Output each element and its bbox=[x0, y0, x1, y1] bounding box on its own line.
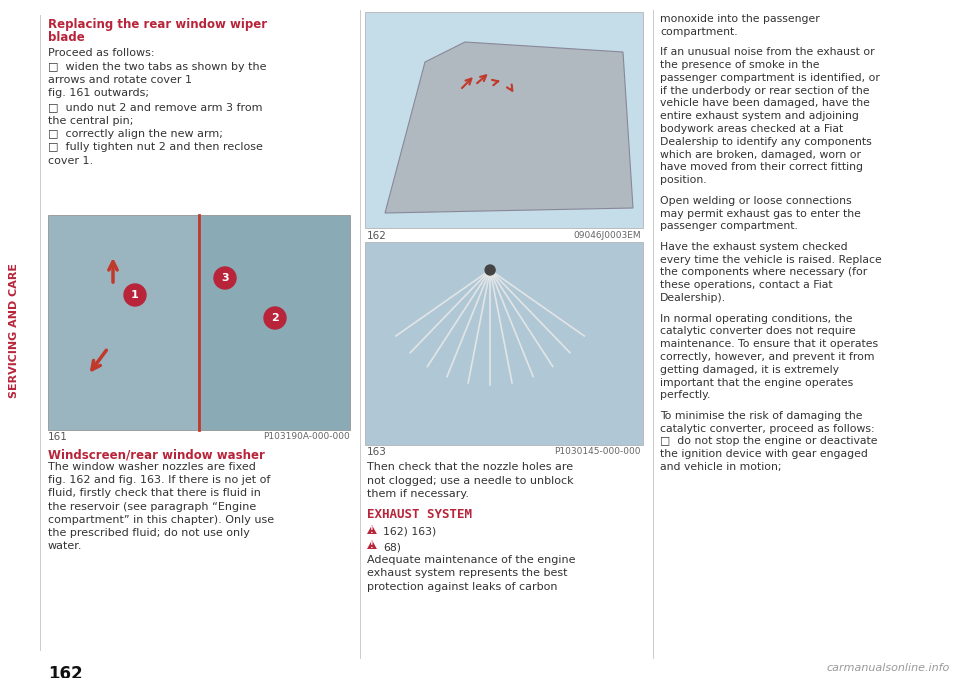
Text: 2: 2 bbox=[271, 313, 278, 323]
Text: Then check that the nozzle holes are: Then check that the nozzle holes are bbox=[367, 462, 573, 472]
Text: P103190A-000-000: P103190A-000-000 bbox=[263, 432, 350, 441]
Text: P1030145-000-000: P1030145-000-000 bbox=[555, 447, 641, 456]
Text: 161: 161 bbox=[48, 432, 68, 442]
Circle shape bbox=[124, 284, 146, 306]
Text: EXHAUST SYSTEM: EXHAUST SYSTEM bbox=[367, 508, 472, 521]
Circle shape bbox=[485, 265, 495, 275]
Text: fig. 162 and fig. 163. If there is no jet of: fig. 162 and fig. 163. If there is no je… bbox=[48, 475, 271, 485]
Text: □  undo nut 2 and remove arm 3 from: □ undo nut 2 and remove arm 3 from bbox=[48, 102, 262, 112]
Text: □  fully tighten nut 2 and then reclose: □ fully tighten nut 2 and then reclose bbox=[48, 142, 263, 153]
Text: catalytic converter does not require: catalytic converter does not require bbox=[660, 326, 855, 336]
Text: not clogged; use a needle to unblock: not clogged; use a needle to unblock bbox=[367, 475, 574, 485]
Text: !: ! bbox=[371, 541, 373, 550]
Text: SERVICING AND CARE: SERVICING AND CARE bbox=[9, 262, 19, 397]
Text: compartment” in this chapter). Only use: compartment” in this chapter). Only use bbox=[48, 515, 275, 525]
Text: blade: blade bbox=[48, 31, 84, 44]
Text: catalytic converter, proceed as follows:: catalytic converter, proceed as follows: bbox=[660, 424, 875, 434]
Text: maintenance. To ensure that it operates: maintenance. To ensure that it operates bbox=[660, 339, 878, 349]
Text: 3: 3 bbox=[221, 273, 228, 283]
Text: 162) 163): 162) 163) bbox=[383, 527, 436, 537]
Text: Replacing the rear window wiper: Replacing the rear window wiper bbox=[48, 18, 267, 31]
Text: the components where necessary (for: the components where necessary (for bbox=[660, 267, 867, 277]
Text: 68): 68) bbox=[383, 542, 401, 552]
Text: may permit exhaust gas to enter the: may permit exhaust gas to enter the bbox=[660, 209, 861, 218]
Text: Dealership to identify any components: Dealership to identify any components bbox=[660, 137, 872, 147]
Text: the prescribed fluid; do not use only: the prescribed fluid; do not use only bbox=[48, 528, 250, 538]
Text: the ignition device with gear engaged: the ignition device with gear engaged bbox=[660, 450, 868, 459]
Text: 09046J0003EM: 09046J0003EM bbox=[573, 231, 641, 240]
Text: entire exhaust system and adjoining: entire exhaust system and adjoining bbox=[660, 111, 859, 121]
Text: water.: water. bbox=[48, 541, 83, 551]
Text: □  do not stop the engine or deactivate: □ do not stop the engine or deactivate bbox=[660, 437, 877, 446]
Circle shape bbox=[214, 267, 236, 289]
Text: Adequate maintenance of the engine: Adequate maintenance of the engine bbox=[367, 555, 575, 565]
Text: Proceed as follows:: Proceed as follows: bbox=[48, 48, 155, 58]
Bar bbox=[365, 12, 643, 228]
Text: carmanualsonline.info: carmanualsonline.info bbox=[827, 663, 950, 673]
Polygon shape bbox=[367, 525, 377, 534]
Text: protection against leaks of carbon: protection against leaks of carbon bbox=[367, 582, 558, 592]
Text: the presence of smoke in the: the presence of smoke in the bbox=[660, 60, 820, 70]
Polygon shape bbox=[367, 540, 377, 549]
Text: arrows and rotate cover 1: arrows and rotate cover 1 bbox=[48, 75, 192, 85]
Text: passenger compartment.: passenger compartment. bbox=[660, 221, 798, 231]
Text: have moved from their correct fitting: have moved from their correct fitting bbox=[660, 163, 863, 172]
Text: 163: 163 bbox=[367, 447, 387, 457]
Text: if the underbody or rear section of the: if the underbody or rear section of the bbox=[660, 85, 870, 96]
Text: The window washer nozzles are fixed: The window washer nozzles are fixed bbox=[48, 462, 256, 472]
Text: Have the exhaust system checked: Have the exhaust system checked bbox=[660, 242, 848, 252]
Bar bbox=[48, 215, 198, 430]
Text: bodywork areas checked at a Fiat: bodywork areas checked at a Fiat bbox=[660, 124, 843, 134]
Text: cover 1.: cover 1. bbox=[48, 156, 93, 166]
Bar bbox=[365, 242, 643, 445]
Text: □  widen the two tabs as shown by the: □ widen the two tabs as shown by the bbox=[48, 62, 267, 71]
Text: position.: position. bbox=[660, 176, 707, 185]
Text: 162: 162 bbox=[367, 231, 387, 241]
Text: passenger compartment is identified, or: passenger compartment is identified, or bbox=[660, 73, 880, 83]
Text: In normal operating conditions, the: In normal operating conditions, the bbox=[660, 313, 852, 323]
Text: and vehicle in motion;: and vehicle in motion; bbox=[660, 462, 781, 472]
Text: monoxide into the passenger: monoxide into the passenger bbox=[660, 14, 820, 24]
Text: Open welding or loose connections: Open welding or loose connections bbox=[660, 196, 852, 205]
Text: which are broken, damaged, worn or: which are broken, damaged, worn or bbox=[660, 150, 861, 160]
Text: If an unusual noise from the exhaust or: If an unusual noise from the exhaust or bbox=[660, 47, 875, 57]
Text: the reservoir (see paragraph “Engine: the reservoir (see paragraph “Engine bbox=[48, 502, 256, 512]
Text: getting damaged, it is extremely: getting damaged, it is extremely bbox=[660, 365, 839, 375]
Polygon shape bbox=[385, 42, 633, 213]
Text: the central pin;: the central pin; bbox=[48, 115, 133, 125]
Text: Windscreen/rear window washer: Windscreen/rear window washer bbox=[48, 448, 265, 461]
Text: Dealership).: Dealership). bbox=[660, 293, 726, 303]
Text: 162: 162 bbox=[48, 665, 83, 678]
Text: correctly, however, and prevent it from: correctly, however, and prevent it from bbox=[660, 352, 875, 362]
Text: 1: 1 bbox=[132, 290, 139, 300]
Text: fig. 161 outwards;: fig. 161 outwards; bbox=[48, 89, 149, 98]
Text: important that the engine operates: important that the engine operates bbox=[660, 378, 853, 388]
Text: perfectly.: perfectly. bbox=[660, 391, 710, 400]
Text: !: ! bbox=[371, 526, 373, 535]
Circle shape bbox=[264, 307, 286, 329]
Text: every time the vehicle is raised. Replace: every time the vehicle is raised. Replac… bbox=[660, 255, 881, 264]
Text: □  correctly align the new arm;: □ correctly align the new arm; bbox=[48, 129, 223, 139]
Text: these operations, contact a Fiat: these operations, contact a Fiat bbox=[660, 280, 832, 290]
Text: To minimise the risk of damaging the: To minimise the risk of damaging the bbox=[660, 411, 862, 421]
Text: fluid, firstly check that there is fluid in: fluid, firstly check that there is fluid… bbox=[48, 488, 261, 498]
Text: them if necessary.: them if necessary. bbox=[367, 489, 469, 499]
Bar bbox=[199, 215, 350, 430]
Text: vehicle have been damaged, have the: vehicle have been damaged, have the bbox=[660, 98, 870, 108]
Text: compartment.: compartment. bbox=[660, 27, 737, 37]
Text: exhaust system represents the best: exhaust system represents the best bbox=[367, 568, 567, 578]
